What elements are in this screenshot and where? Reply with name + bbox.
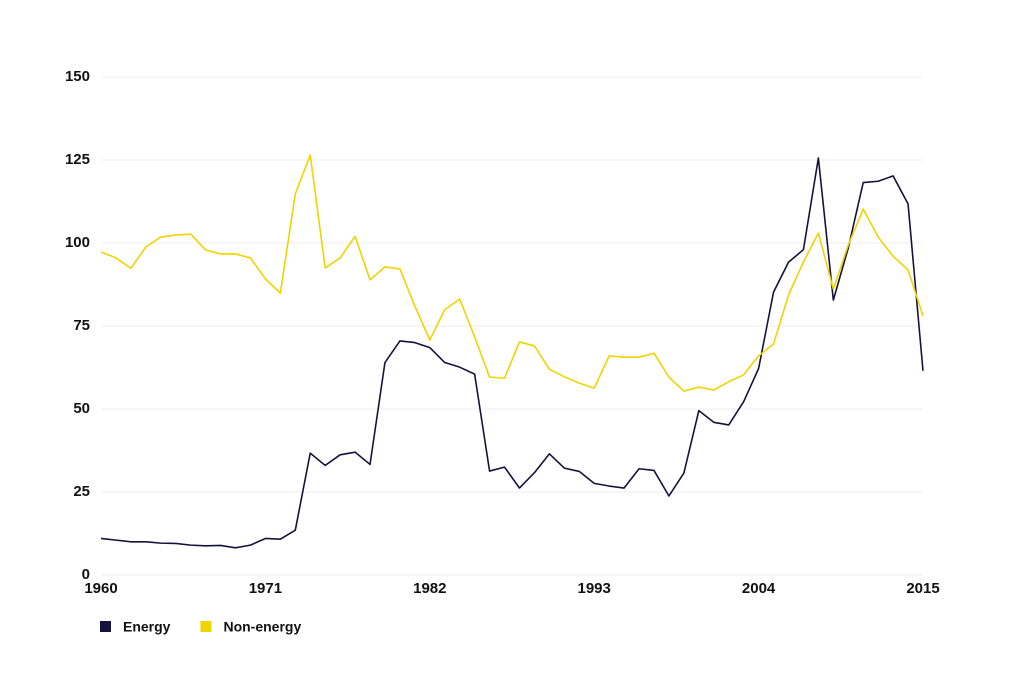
- legend-swatch: [200, 621, 212, 632]
- y-tick-label: 100: [65, 234, 90, 251]
- y-tick-label: 150: [65, 68, 90, 85]
- x-tick-label: 1982: [413, 580, 446, 597]
- y-tick-label: 75: [73, 317, 90, 334]
- legend-swatch: [100, 621, 111, 632]
- y-tick-label: 125: [65, 151, 90, 168]
- line: [100, 157, 924, 549]
- x-tick-label: 2004: [742, 580, 776, 597]
- y-tick-label: 0: [82, 566, 90, 583]
- legend-label: Energy: [123, 619, 171, 635]
- y-tick-label: 50: [73, 400, 90, 417]
- x-tick-label: 1960: [84, 580, 117, 597]
- y-tick-label: 25: [73, 483, 90, 500]
- legend-label: Non-energy: [223, 619, 301, 635]
- x-tick-label: 1971: [249, 580, 282, 597]
- x-tick-label: 1993: [578, 580, 611, 597]
- x-tick-label: 2015: [906, 580, 939, 597]
- line: [100, 154, 924, 392]
